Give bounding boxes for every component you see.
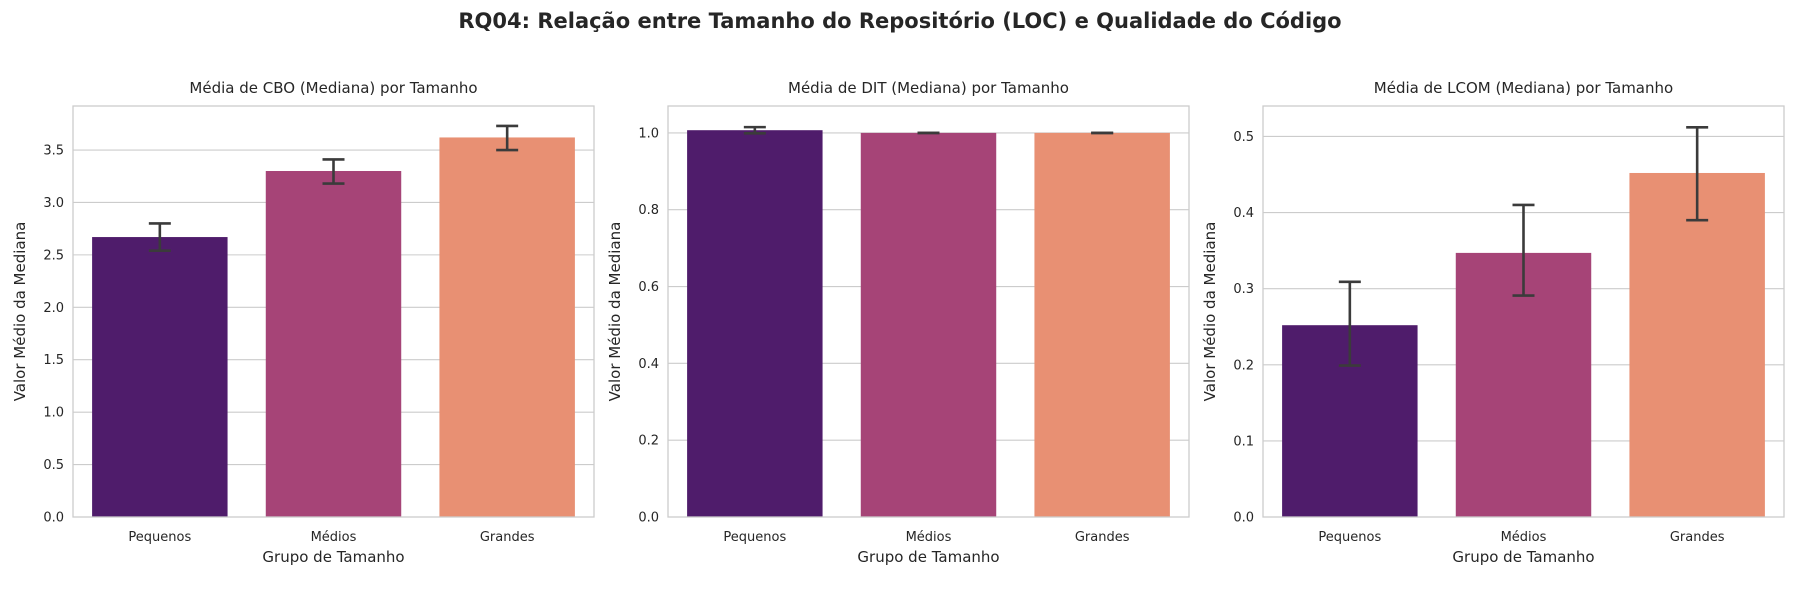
axes-frame (72, 105, 595, 518)
y-tick-label: 1.0 (43, 406, 64, 421)
panel-title: Média de CBO (Mediana) por Tamanho (189, 79, 477, 97)
y-tick-label: 0.0 (43, 511, 64, 526)
error-bar-cbo-0 (148, 222, 171, 252)
axes-frame (667, 105, 1190, 518)
error-bar-cbo-1 (322, 158, 345, 185)
y-tick-label: 0.4 (638, 357, 659, 372)
error-bar-lcom-2 (1686, 126, 1709, 222)
error-bar-cbo-2 (496, 124, 519, 152)
y-tick-label: 0.0 (638, 511, 659, 526)
x-tick-label: Pequenos (723, 530, 786, 545)
y-tick-label: 0.8 (638, 203, 659, 218)
x-tick-label: Grandes (1670, 530, 1725, 545)
bar-dit-2 (1034, 132, 1170, 517)
panel-cbo: 0.0 0.5 1.0 1.5 2.0 2.5 3.0 3.5 Pequenos Médios Gr… (11, 79, 595, 566)
x-tick-label: Pequenos (128, 530, 191, 545)
y-tick-label: 0.2 (1233, 358, 1254, 373)
y-tick-label: 3.5 (43, 144, 64, 159)
x-axis-label: Grupo de Tamanho (262, 548, 404, 566)
figure-title: RQ04: Relação entre Tamanho do Repositór… (458, 9, 1341, 33)
y-tick-label: 0.3 (1233, 282, 1254, 297)
y-tick-label: 0.0 (1233, 511, 1254, 526)
bar-cbo-2 (439, 137, 575, 517)
y-tick-label: 2.0 (43, 301, 64, 316)
x-axis-label: Grupo de Tamanho (857, 548, 999, 566)
x-tick-label: Grandes (1075, 530, 1130, 545)
bar-dit-1 (860, 132, 997, 517)
y-tick-label: 1.5 (43, 353, 64, 368)
x-tick-label: Médios (311, 530, 357, 545)
y-tick-label: 1.0 (638, 126, 659, 141)
error-bar-lcom-1 (1512, 203, 1535, 297)
panel-title: Média de LCOM (Mediana) por Tamanho (1374, 79, 1673, 97)
y-axis-label: Valor Médio da Mediana (1201, 222, 1219, 402)
y-tick-label: 0.6 (638, 280, 659, 295)
y-tick-label: 0.5 (1233, 130, 1254, 145)
panel-dit: 0.0 0.2 0.4 0.6 0.8 1.0 Pequenos Médios Grandes M… (606, 79, 1190, 566)
y-tick-label: 0.1 (1233, 434, 1254, 449)
error-bar-dit-0 (743, 125, 766, 135)
error-bar-lcom-0 (1338, 280, 1361, 367)
bar-lcom-1 (1455, 252, 1592, 517)
bar-cbo-0 (92, 237, 228, 518)
bar-lcom-2 (1629, 172, 1765, 517)
y-tick-label: 0.4 (1233, 206, 1254, 221)
x-tick-label: Pequenos (1318, 530, 1381, 545)
x-tick-label: Médios (1501, 530, 1547, 545)
y-tick-label: 0.2 (638, 434, 659, 449)
y-axis-label: Valor Médio da Mediana (11, 222, 29, 402)
y-tick-label: 2.5 (43, 248, 64, 263)
x-axis-label: Grupo de Tamanho (1452, 548, 1594, 566)
panel-lcom: 0.0 0.1 0.2 0.3 0.4 0.5 Pequenos Médios Grandes M… (1201, 79, 1785, 566)
bar-cbo-1 (265, 171, 402, 517)
panel-title: Média de DIT (Mediana) por Tamanho (788, 79, 1069, 97)
bar-dit-0 (687, 130, 823, 517)
y-tick-label: 3.0 (43, 196, 64, 211)
x-tick-label: Grandes (480, 530, 535, 545)
axes-frame (1262, 105, 1785, 518)
y-axis-label: Valor Médio da Mediana (606, 222, 624, 402)
x-tick-label: Médios (906, 530, 952, 545)
y-tick-label: 0.5 (43, 458, 64, 473)
